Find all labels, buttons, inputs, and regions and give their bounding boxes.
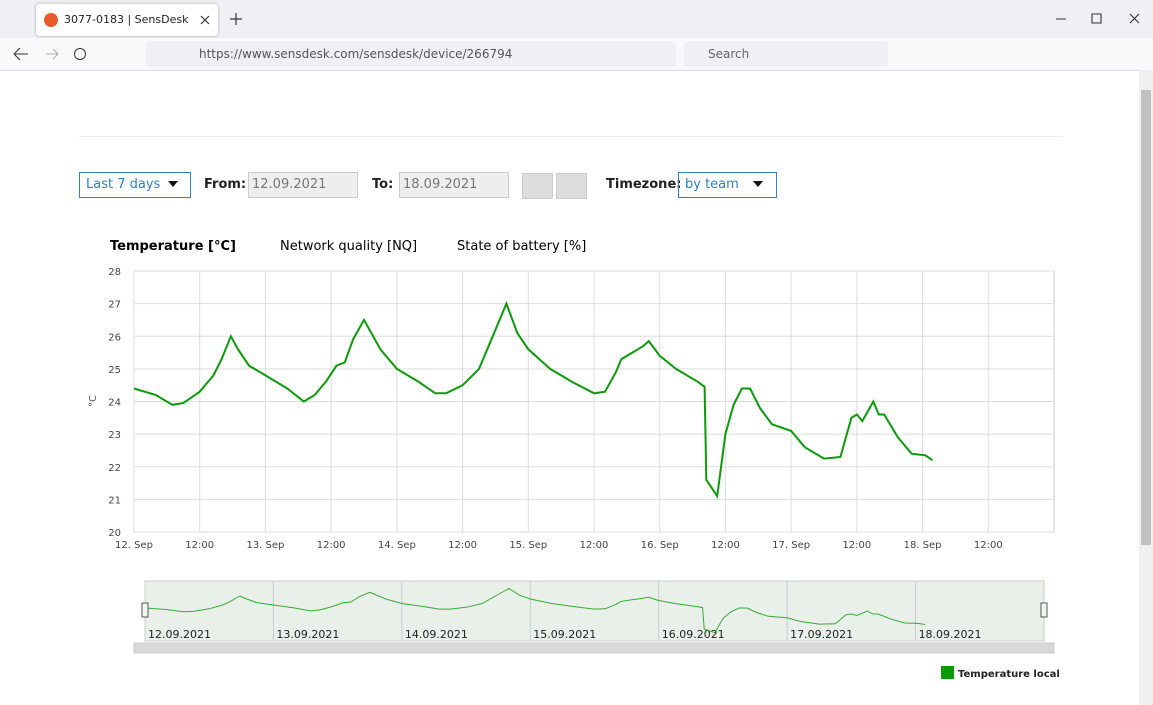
navigator-label: 16.09.2021 — [662, 628, 725, 641]
url: https://www.sensdesk.com/sensdesk/device… — [199, 47, 513, 61]
tab-battery[interactable]: State of battery [%] — [457, 239, 587, 254]
window-controls[interactable] — [1050, 10, 1150, 28]
scroll-thumb[interactable] — [1141, 90, 1151, 545]
x-tick-label: 13. Sep — [246, 540, 284, 551]
x-tick-label: 12:00 — [185, 540, 214, 551]
x-tick-label: 17. Sep — [772, 540, 810, 551]
navigator-handle[interactable] — [141, 602, 149, 618]
scrollbar[interactable] — [1139, 70, 1153, 705]
nav-buttons[interactable] — [10, 44, 90, 64]
navigator-scrollbar — [133, 642, 1055, 654]
navigator-label: 18.09.2021 — [919, 628, 982, 641]
timezone-select[interactable]: by team — [678, 172, 777, 198]
search-bar[interactable]: Search — [684, 41, 888, 67]
tab-title: 3077-0183 | SensDesk — [64, 13, 189, 26]
tab[interactable]: 3077-0183 | SensDesk — [36, 4, 218, 36]
y-tick-label: 21 — [108, 495, 121, 506]
to-label: To: — [372, 177, 394, 192]
x-tick-label: 12:00 — [317, 540, 346, 551]
x-tick-label: 12:00 — [580, 540, 609, 551]
y-tick-label: 22 — [108, 463, 121, 474]
legend-label: Temperature local — [958, 669, 1060, 680]
y-axis-label: °C — [88, 395, 99, 407]
close-tab[interactable] — [200, 15, 210, 25]
x-tick-label: 16. Sep — [641, 540, 679, 551]
next-button[interactable] — [556, 173, 587, 199]
dropdown-arrow — [753, 181, 763, 187]
from-label: From: — [204, 177, 247, 192]
x-tick-label: 12. Sep — [115, 540, 153, 551]
y-tick-label: 23 — [108, 430, 121, 441]
navigator-label: 13.09.2021 — [276, 628, 339, 641]
y-tick-label: 27 — [108, 300, 121, 311]
search-placeholder: Search — [708, 47, 750, 61]
y-tick-label: 20 — [108, 528, 121, 539]
navigator-label: 14.09.2021 — [405, 628, 468, 641]
navigator-label: 15.09.2021 — [533, 628, 596, 641]
y-tick-label: 26 — [108, 332, 121, 343]
x-tick-label: 18. Sep — [904, 540, 942, 551]
x-tick-label: 14. Sep — [378, 540, 416, 551]
x-tick-label: 15. Sep — [509, 540, 547, 551]
new-tab[interactable] — [230, 13, 242, 25]
navigator-label: 12.09.2021 — [148, 628, 211, 641]
x-tick-label: 12:00 — [711, 540, 740, 551]
timezone-label: Timezone: — [606, 177, 682, 192]
from-date: 12.09.2021 — [252, 177, 327, 192]
navigator-line — [144, 587, 926, 634]
navigator — [144, 580, 1045, 642]
x-tick-label: 12:00 — [842, 540, 871, 551]
navigator-label: 17.09.2021 — [790, 628, 853, 641]
dropdown-arrow — [168, 181, 178, 187]
range-select[interactable]: Last 7 days — [79, 172, 191, 198]
x-tick-label: 12:00 — [974, 540, 1003, 551]
to-input[interactable]: 18.09.2021 — [399, 172, 509, 198]
favicon — [44, 13, 58, 27]
x-tick-label: 12:00 — [448, 540, 477, 551]
timezone: by team — [685, 177, 739, 192]
from-input[interactable]: 12.09.2021 — [248, 172, 358, 198]
y-tick-label: 28 — [108, 267, 121, 278]
y-tick-label: 25 — [108, 365, 121, 376]
url-bar[interactable]: https://www.sensdesk.com/sensdesk/device… — [146, 41, 676, 67]
to-date: 18.09.2021 — [403, 177, 478, 192]
divider — [79, 136, 1063, 137]
legend-swatch — [941, 666, 954, 679]
tab-temperature[interactable]: Temperature [°C] — [110, 239, 236, 254]
navigator-handle[interactable] — [1040, 602, 1048, 618]
y-tick-label: 24 — [108, 398, 121, 409]
tab-network[interactable]: Network quality [NQ] — [280, 239, 418, 254]
series-line — [133, 300, 933, 499]
prev-button[interactable] — [522, 173, 553, 199]
range: Last 7 days — [86, 177, 161, 192]
